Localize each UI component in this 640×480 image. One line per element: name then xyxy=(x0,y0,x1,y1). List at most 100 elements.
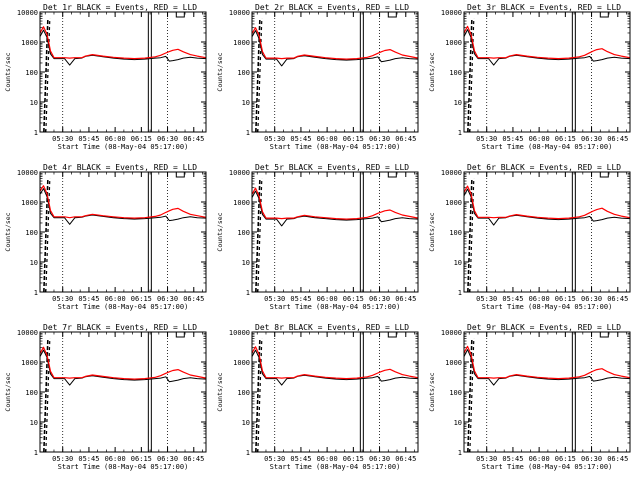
x-tick-label: 06:30 xyxy=(581,295,602,303)
x-tick-label: 05:30 xyxy=(52,295,73,303)
y-tick-label: 10000 xyxy=(17,329,38,337)
x-tick-label: 06:45 xyxy=(183,135,204,143)
y-tick-label: 10 xyxy=(454,259,462,267)
y-tick-label: 1000 xyxy=(233,359,250,367)
y-tick-label: 1 xyxy=(34,289,38,297)
panel-title: Det 7r BLACK = Events, RED = LLD xyxy=(43,323,197,332)
y-tick-label: 1000 xyxy=(21,359,38,367)
x-axis-label: Start Time (08-May-04 05:17:00) xyxy=(270,463,401,471)
x-tick-label: 06:30 xyxy=(157,455,178,463)
panel-det-1: Det 1r BLACK = Events, RED = LLD Counts/s… xyxy=(4,3,207,151)
x-axis-label: Start Time (08-May-04 05:17:00) xyxy=(482,143,613,151)
x-tick-label: 05:45 xyxy=(78,135,99,143)
y-tick-label: 10000 xyxy=(441,329,462,337)
series-lld-line xyxy=(463,185,631,220)
x-tick-label: 05:30 xyxy=(52,455,73,463)
x-tick-label: 06:30 xyxy=(369,295,390,303)
interval-bracket xyxy=(387,332,397,338)
x-tick-label: 06:00 xyxy=(317,455,338,463)
x-tick-label: 06:15 xyxy=(131,455,152,463)
x-tick-label: 06:30 xyxy=(369,135,390,143)
y-tick-label: 100 xyxy=(25,69,38,77)
plot-frame xyxy=(463,171,631,293)
dashed-spike-line xyxy=(45,17,51,133)
y-tick-label: 1000 xyxy=(445,39,462,47)
series-lld-line xyxy=(463,345,631,380)
y-axis-label: Counts/sec xyxy=(428,212,436,251)
plot-frame xyxy=(39,171,207,293)
interval-bracket xyxy=(175,12,185,18)
panel-det-2: Det 2r BLACK = Events, RED = LLD Counts/s… xyxy=(216,3,419,151)
y-tick-label: 1000 xyxy=(21,39,38,47)
x-tick-label: 06:30 xyxy=(581,455,602,463)
panel-det-3: Det 3r BLACK = Events, RED = LLD Counts/s… xyxy=(428,3,631,151)
panel-title: Det 8r BLACK = Events, RED = LLD xyxy=(255,323,409,332)
series-lld-line xyxy=(463,25,631,60)
y-tick-label: 1000 xyxy=(21,199,38,207)
series-events-line xyxy=(251,30,419,67)
x-tick-label: 05:45 xyxy=(78,295,99,303)
y-tick-label: 10 xyxy=(30,99,38,107)
y-tick-label: 10000 xyxy=(229,329,250,337)
y-tick-label: 1 xyxy=(458,129,462,137)
x-tick-label: 06:15 xyxy=(343,455,364,463)
series-lld-line xyxy=(251,346,419,380)
x-tick-label: 06:15 xyxy=(555,455,576,463)
x-tick-label: 06:30 xyxy=(369,455,390,463)
x-axis-label: Start Time (08-May-04 05:17:00) xyxy=(58,463,189,471)
y-tick-label: 10 xyxy=(242,99,250,107)
interval-bracket xyxy=(599,172,609,178)
y-axis-label: Counts/sec xyxy=(428,52,436,91)
y-tick-label: 10 xyxy=(242,259,250,267)
y-tick-label: 100 xyxy=(237,389,250,397)
x-tick-label: 06:45 xyxy=(607,135,628,143)
interval-bracket xyxy=(175,172,185,178)
panel-title: Det 4r BLACK = Events, RED = LLD xyxy=(43,163,197,172)
y-tick-label: 1000 xyxy=(233,39,250,47)
x-tick-label: 06:45 xyxy=(395,295,416,303)
x-tick-label: 05:45 xyxy=(290,295,311,303)
series-lld-line xyxy=(251,187,419,220)
x-tick-label: 05:30 xyxy=(476,455,497,463)
x-tick-label: 06:45 xyxy=(607,455,628,463)
y-axis-label: Counts/sec xyxy=(428,372,436,411)
x-tick-label: 06:30 xyxy=(581,135,602,143)
x-tick-label: 06:00 xyxy=(105,135,126,143)
x-tick-label: 06:15 xyxy=(343,295,364,303)
dashed-spike-line xyxy=(257,177,263,293)
plot-frame xyxy=(463,11,631,133)
x-axis-label: Start Time (08-May-04 05:17:00) xyxy=(270,143,401,151)
x-tick-label: 06:45 xyxy=(607,295,628,303)
x-tick-label: 06:00 xyxy=(105,295,126,303)
y-tick-label: 10000 xyxy=(17,169,38,177)
series-lld-line xyxy=(251,27,419,60)
dashed-spike-line xyxy=(257,337,263,453)
y-tick-label: 1 xyxy=(458,449,462,457)
series-events-line xyxy=(463,29,631,66)
x-tick-label: 05:30 xyxy=(264,455,285,463)
dashed-spike-line xyxy=(469,177,475,293)
x-tick-label: 05:45 xyxy=(78,455,99,463)
interval-bracket xyxy=(599,332,609,338)
y-axis-label: Counts/sec xyxy=(216,52,224,91)
x-tick-label: 06:15 xyxy=(555,295,576,303)
x-tick-label: 05:45 xyxy=(290,455,311,463)
y-tick-label: 1 xyxy=(246,129,250,137)
series-lld-line xyxy=(39,185,207,219)
y-tick-label: 1000 xyxy=(233,199,250,207)
y-tick-label: 10 xyxy=(454,419,462,427)
x-axis-label: Start Time (08-May-04 05:17:00) xyxy=(58,303,189,311)
y-axis-label: Counts/sec xyxy=(4,52,12,91)
interval-bracket xyxy=(599,12,609,18)
x-tick-label: 06:15 xyxy=(555,135,576,143)
x-tick-label: 05:30 xyxy=(264,135,285,143)
x-tick-label: 05:30 xyxy=(476,135,497,143)
panel-title: Det 1r BLACK = Events, RED = LLD xyxy=(43,3,197,12)
panel-det-6: Det 6r BLACK = Events, RED = LLD Counts/s… xyxy=(428,163,631,311)
panel-title: Det 5r BLACK = Events, RED = LLD xyxy=(255,163,409,172)
x-axis-label: Start Time (08-May-04 05:17:00) xyxy=(482,303,613,311)
series-events-line xyxy=(463,188,631,226)
y-tick-label: 1 xyxy=(34,449,38,457)
x-tick-label: 06:00 xyxy=(529,295,550,303)
y-tick-label: 100 xyxy=(25,389,38,397)
